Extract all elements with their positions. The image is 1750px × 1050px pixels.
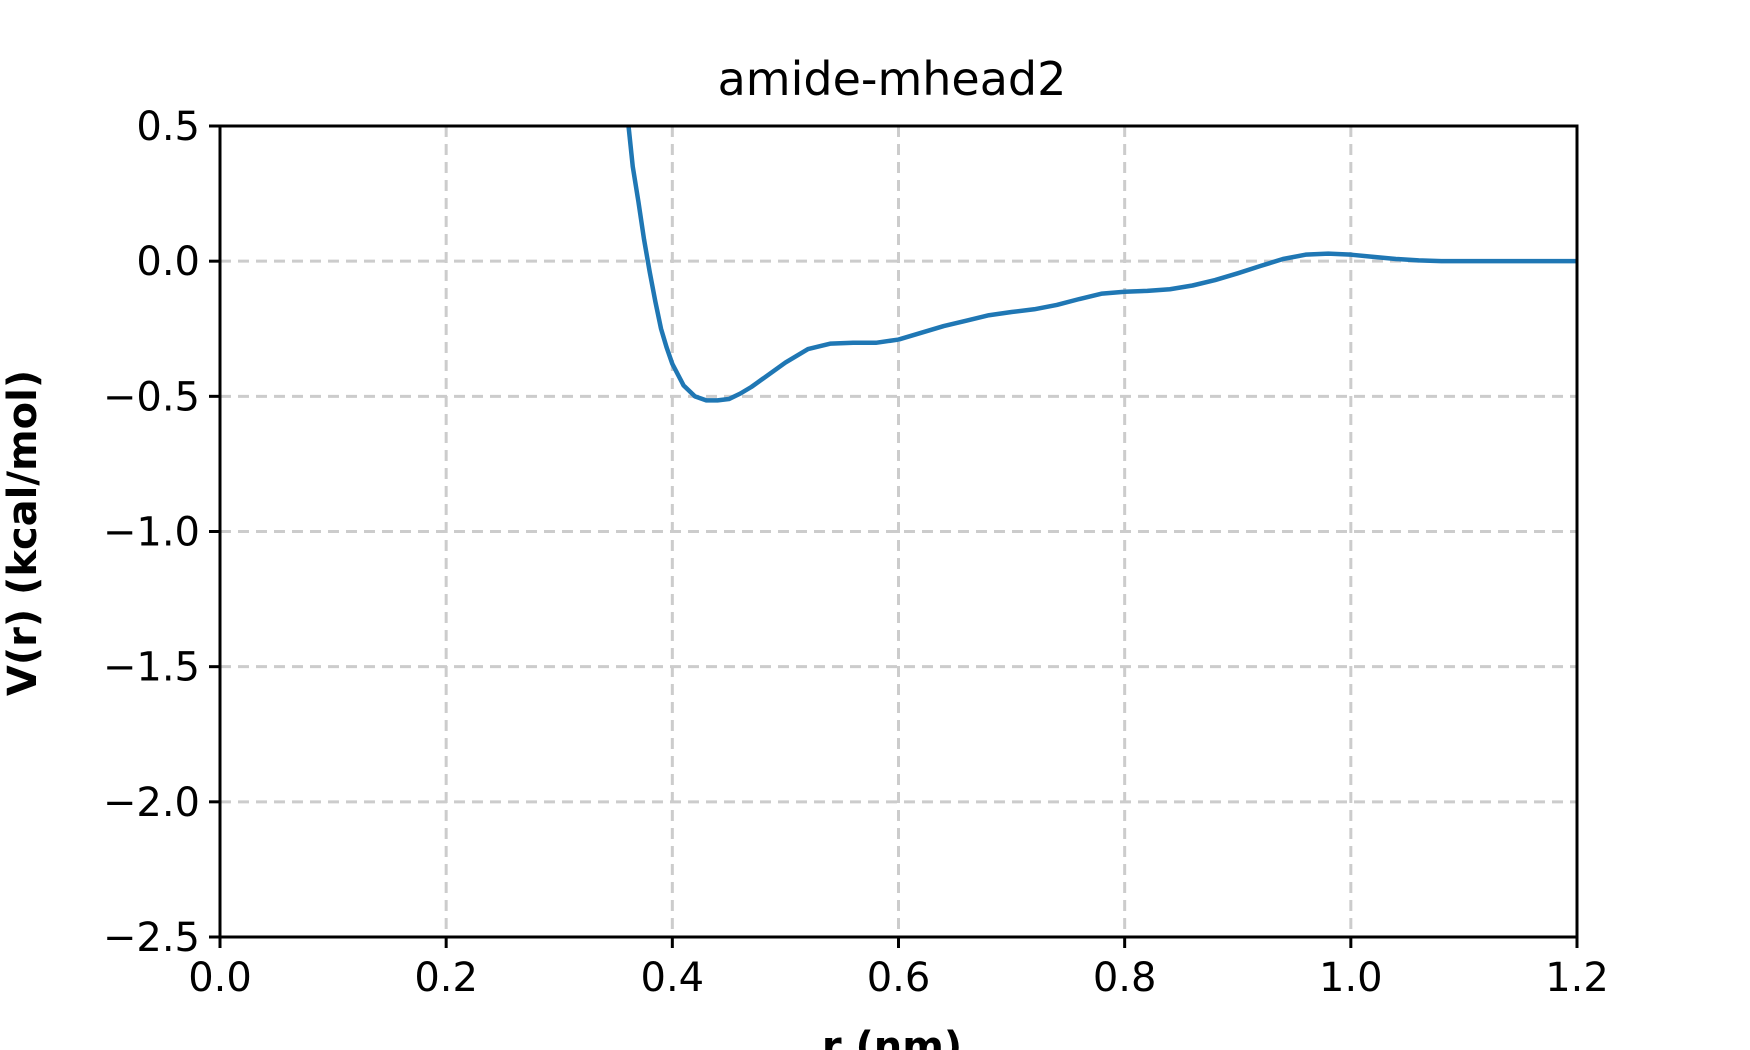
y-tick-label: −2.0 (103, 780, 200, 826)
chart-title: amide-mhead2 (718, 52, 1067, 106)
y-tick-label: 0.0 (136, 239, 200, 285)
y-axis-label: V(r) (kcal/mol) (0, 370, 46, 696)
x-tick-label: 1.0 (1319, 955, 1383, 1001)
series-line (626, 126, 1577, 403)
x-tick-label: 0.4 (641, 955, 705, 1001)
x-tick-label: 0.8 (1093, 955, 1157, 1001)
y-tick-label: 0.5 (136, 104, 200, 150)
x-axis-label: r (nm) (822, 1024, 962, 1050)
y-tick-label: −1.0 (103, 510, 200, 556)
plot-series (626, 126, 1577, 403)
x-tick-label: 0.6 (867, 955, 931, 1001)
x-tick-label: 1.2 (1545, 955, 1609, 1001)
axes (209, 124, 1579, 948)
y-tick-label: −1.5 (103, 645, 200, 691)
plot-frame (218, 124, 1579, 939)
x-tick-label: 0.2 (414, 955, 478, 1001)
x-tick-label: 0.0 (188, 955, 252, 1001)
grid (220, 126, 1577, 937)
y-tick-label: −2.5 (103, 915, 200, 961)
tick-labels: 0.0 0.2 0.4 0.6 0.8 1.0 1.2 0.5 0.0 −0.5 −1.0 −1.5 −… (103, 104, 1609, 1001)
y-tick-label: −0.5 (103, 374, 200, 420)
